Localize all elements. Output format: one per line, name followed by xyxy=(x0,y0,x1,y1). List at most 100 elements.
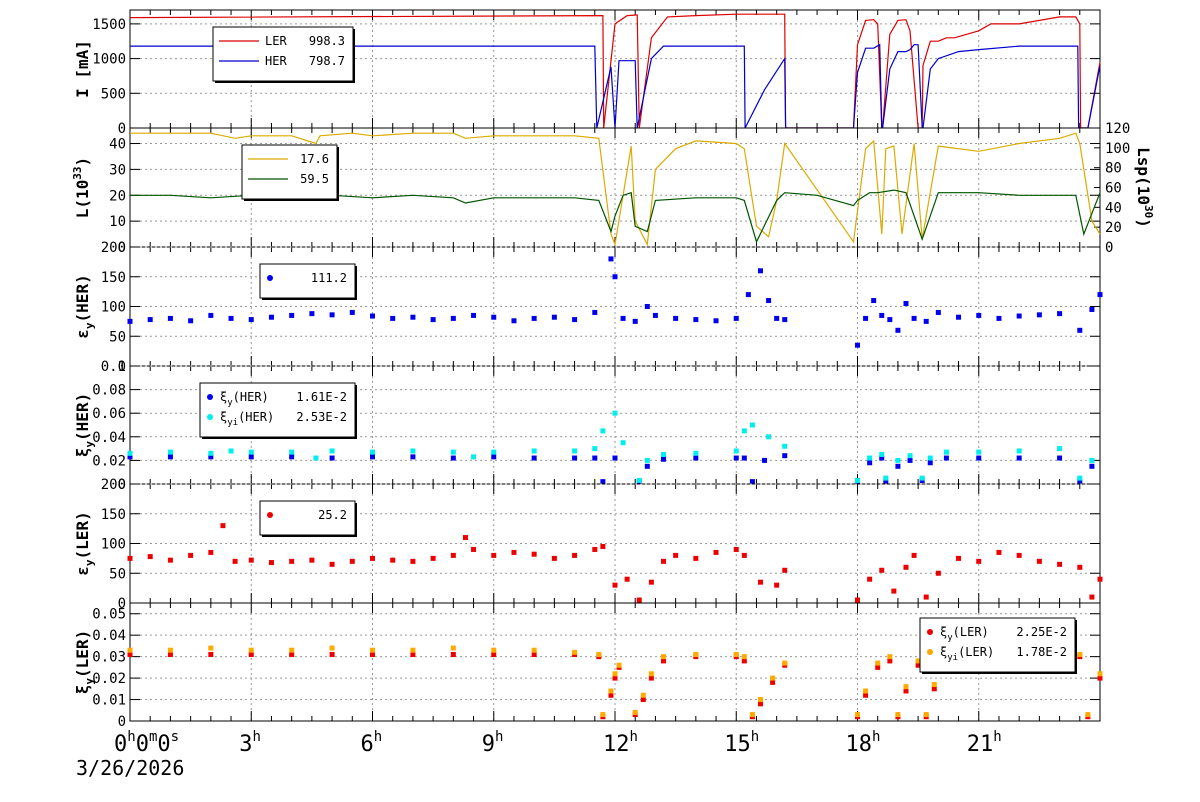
y-tick-label: 0 xyxy=(118,240,126,256)
data-point xyxy=(774,582,780,588)
y-axis-label-main: ε xyxy=(73,329,92,339)
data-point xyxy=(289,651,295,657)
y-tick-label: 40 xyxy=(109,137,126,153)
legend-label-tail: (HER) xyxy=(238,410,274,424)
series-line-2 xyxy=(130,43,1101,129)
data-point xyxy=(875,664,881,670)
data-point xyxy=(766,434,772,440)
legend-swatch xyxy=(927,629,933,635)
legend-box xyxy=(212,26,354,82)
x-tick-label-unit: h xyxy=(253,729,261,745)
data-point xyxy=(592,546,598,552)
data-point xyxy=(608,688,614,694)
data-point xyxy=(1097,576,1103,582)
data-point xyxy=(758,579,763,585)
x-tick-label-min-unit: m xyxy=(149,729,157,745)
data-point xyxy=(370,313,375,319)
data-point xyxy=(923,318,929,324)
y-tick-label: 0 xyxy=(118,714,126,730)
data-point xyxy=(927,460,933,466)
x-tick-label-num: 9 xyxy=(482,732,495,757)
data-point xyxy=(713,549,719,555)
data-point xyxy=(248,317,254,323)
data-point xyxy=(903,301,909,307)
y-tick-label: 500 xyxy=(101,86,126,102)
legend-box xyxy=(199,382,356,438)
data-point xyxy=(410,651,416,657)
y-tick-label: 0.08 xyxy=(92,383,126,399)
data-point xyxy=(943,449,949,455)
data-point xyxy=(531,448,537,454)
right-y-tick-label: 40 xyxy=(1105,200,1122,216)
data-point xyxy=(572,552,578,558)
data-point xyxy=(531,455,537,461)
data-point xyxy=(733,448,739,454)
data-point xyxy=(648,671,654,677)
right-axis-label-tail: ) xyxy=(1134,218,1153,228)
legend-label: ξy(HER) xyxy=(220,390,269,408)
data-point xyxy=(289,558,295,564)
legend-label-tail: (LER) xyxy=(958,645,994,659)
data-point xyxy=(309,311,315,317)
right-axis-label-sup: 30 xyxy=(1142,205,1155,218)
data-point xyxy=(511,549,517,555)
data-point xyxy=(923,594,929,600)
data-point xyxy=(770,679,776,685)
data-point xyxy=(863,315,869,321)
series-line-1 xyxy=(129,13,1101,129)
legend-label-tail: (LER) xyxy=(953,625,989,639)
data-point xyxy=(976,449,982,455)
x-tick-label-sec: 0 xyxy=(157,732,170,757)
data-point xyxy=(1089,457,1095,463)
x-tick-label: 21h xyxy=(967,729,1002,757)
y-axis-label: L(1033) xyxy=(71,157,92,218)
legend-box xyxy=(259,263,356,299)
y-axis-label-tail: (LER) xyxy=(73,630,92,678)
legend-label-tail: (HER) xyxy=(233,390,269,404)
data-point xyxy=(349,309,355,315)
data-point xyxy=(309,557,315,563)
data-point xyxy=(491,314,497,320)
data-point xyxy=(935,570,941,576)
y-tick-label: 200 xyxy=(101,477,126,493)
y-axis-label-tail: (LER) xyxy=(73,511,92,559)
y-tick-label: 0.06 xyxy=(92,406,126,422)
data-point xyxy=(758,268,763,274)
data-point xyxy=(511,318,517,324)
data-point xyxy=(648,579,654,585)
data-point xyxy=(895,712,901,718)
data-point xyxy=(976,312,982,318)
data-point xyxy=(592,309,598,315)
legend-value: 25.2 xyxy=(318,508,347,522)
data-point xyxy=(903,564,909,570)
data-point xyxy=(693,450,699,456)
data-point xyxy=(592,446,598,452)
data-point xyxy=(1077,479,1083,485)
panel-3: 0 50 100 150 200 εy(HER) 111.2 xyxy=(73,240,1103,375)
data-point xyxy=(1057,446,1063,452)
data-point xyxy=(915,662,921,668)
y-axis-label-tail: (HER) xyxy=(73,393,92,441)
legend-label-symbol: ξ xyxy=(220,410,227,424)
data-point xyxy=(248,449,254,455)
data-point xyxy=(208,549,214,555)
data-point xyxy=(733,455,739,461)
data-point xyxy=(430,555,436,561)
data-point xyxy=(883,479,889,485)
data-point xyxy=(863,692,869,698)
data-point xyxy=(410,647,416,653)
data-point xyxy=(289,312,295,318)
data-point xyxy=(208,450,214,456)
legend-label-sub: y xyxy=(947,633,953,643)
y-axis-label: εy(LER) xyxy=(73,511,96,575)
data-point xyxy=(551,555,557,561)
data-point xyxy=(1016,552,1022,558)
data-point xyxy=(551,314,557,320)
data-point xyxy=(612,675,618,681)
data-point xyxy=(167,647,173,653)
y-tick-label: 50 xyxy=(109,566,126,582)
data-point xyxy=(1057,455,1063,461)
legend-label: ξyi(LER) xyxy=(940,645,994,663)
legend-box xyxy=(919,617,1076,673)
data-point xyxy=(612,671,618,677)
